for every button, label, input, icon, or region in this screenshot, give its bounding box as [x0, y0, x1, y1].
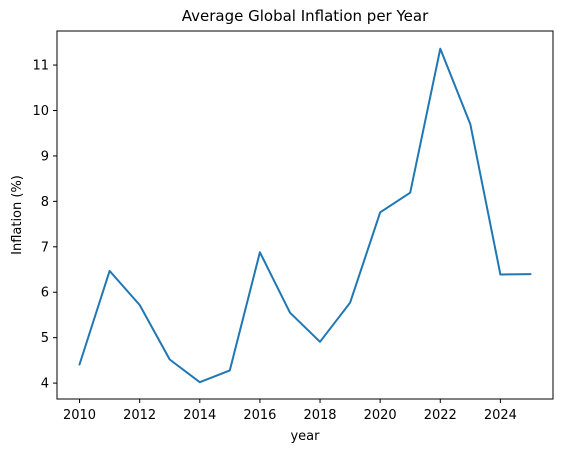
x-tick-label: 2012: [123, 408, 156, 423]
y-tick-label: 5: [41, 331, 49, 346]
y-tick-label: 10: [32, 104, 49, 119]
x-tick-label: 2010: [63, 408, 96, 423]
x-tick-label: 2018: [303, 408, 336, 423]
y-tick-label: 11: [32, 59, 49, 74]
series-line: [78, 47, 532, 384]
x-tick-label: 2022: [424, 408, 457, 423]
plot-area: [56, 30, 554, 400]
x-tick-label: 2024: [484, 408, 517, 423]
axes-frame: [56, 30, 554, 400]
y-tick-label: 9: [41, 149, 49, 164]
y-axis-label: Inflation (%): [10, 175, 25, 255]
y-axis-ticks: 4 5 6 7 8 9 10 11: [32, 59, 57, 392]
x-tick-label: 2020: [364, 408, 397, 423]
y-tick-label: 4: [41, 377, 49, 392]
x-axis-label: year: [290, 429, 320, 444]
x-tick-label: 2016: [243, 408, 276, 423]
y-tick-label: 6: [41, 286, 49, 301]
y-tick-label: 8: [41, 195, 49, 210]
x-tick-label: 2014: [183, 408, 216, 423]
y-tick-label: 7: [41, 240, 49, 255]
x-axis-ticks: 2010 2012 2014 2016 2018 2020 2022 2024: [63, 399, 517, 423]
chart-title: Average Global Inflation per Year: [182, 7, 429, 25]
